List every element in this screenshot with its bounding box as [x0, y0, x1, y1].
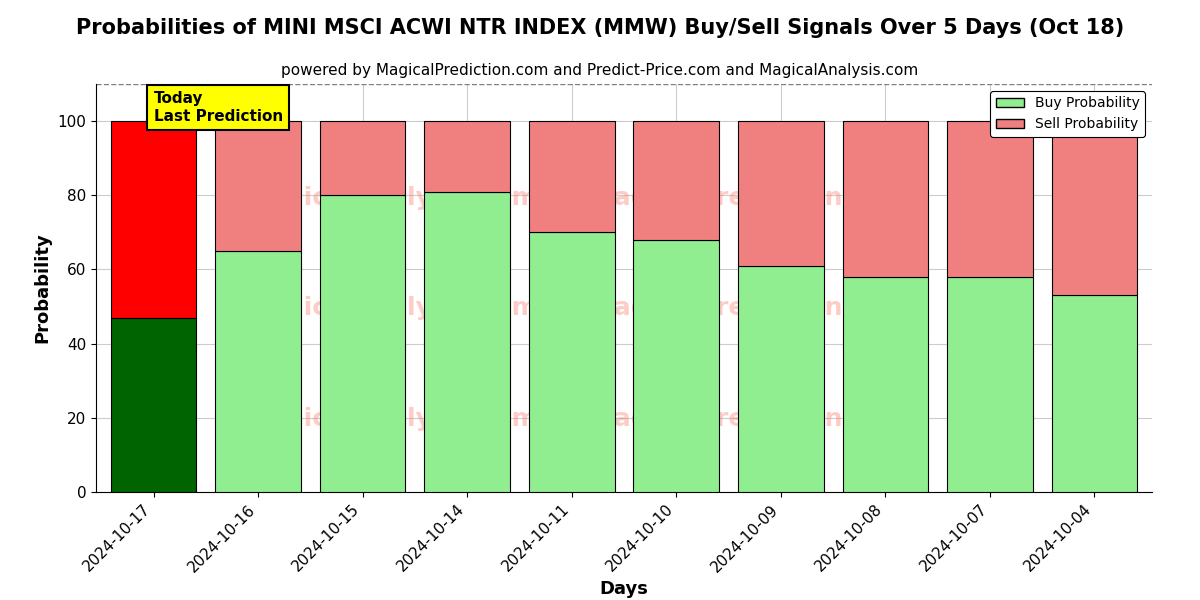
Bar — [110, 317, 197, 492]
Bar — [319, 195, 406, 492]
Text: MagicalAnalysis.com: MagicalAnalysis.com — [245, 186, 539, 210]
Bar — [110, 121, 197, 317]
Bar — [738, 266, 823, 492]
Text: powered by MagicalPrediction.com and Predict-Price.com and MagicalAnalysis.com: powered by MagicalPrediction.com and Pre… — [281, 63, 919, 78]
Text: Probabilities of MINI MSCI ACWI NTR INDEX (MMW) Buy/Sell Signals Over 5 Days (Oc: Probabilities of MINI MSCI ACWI NTR INDE… — [76, 18, 1124, 38]
Text: Today
Last Prediction: Today Last Prediction — [154, 91, 283, 124]
Bar — [215, 251, 301, 492]
Bar — [947, 121, 1033, 277]
Bar — [319, 121, 406, 195]
Text: MagicalAnalysis.com: MagicalAnalysis.com — [245, 296, 539, 320]
Bar — [529, 232, 614, 492]
Bar — [425, 121, 510, 191]
Bar — [215, 121, 301, 251]
Text: MagicalAnalysis.com: MagicalAnalysis.com — [245, 407, 539, 431]
Bar — [634, 240, 719, 492]
Legend: Buy Probability, Sell Probability: Buy Probability, Sell Probability — [990, 91, 1145, 137]
Y-axis label: Probability: Probability — [34, 233, 52, 343]
Bar — [947, 277, 1033, 492]
Bar — [1051, 295, 1138, 492]
Bar — [1051, 121, 1138, 295]
X-axis label: Days: Days — [600, 580, 648, 598]
Text: MagicalPrediction.com: MagicalPrediction.com — [590, 186, 911, 210]
Bar — [425, 191, 510, 492]
Bar — [842, 121, 929, 277]
Bar — [529, 121, 614, 232]
Bar — [634, 121, 719, 240]
Bar — [842, 277, 929, 492]
Text: MagicalPrediction.com: MagicalPrediction.com — [590, 296, 911, 320]
Bar — [738, 121, 823, 266]
Text: MagicalPrediction.com: MagicalPrediction.com — [590, 407, 911, 431]
